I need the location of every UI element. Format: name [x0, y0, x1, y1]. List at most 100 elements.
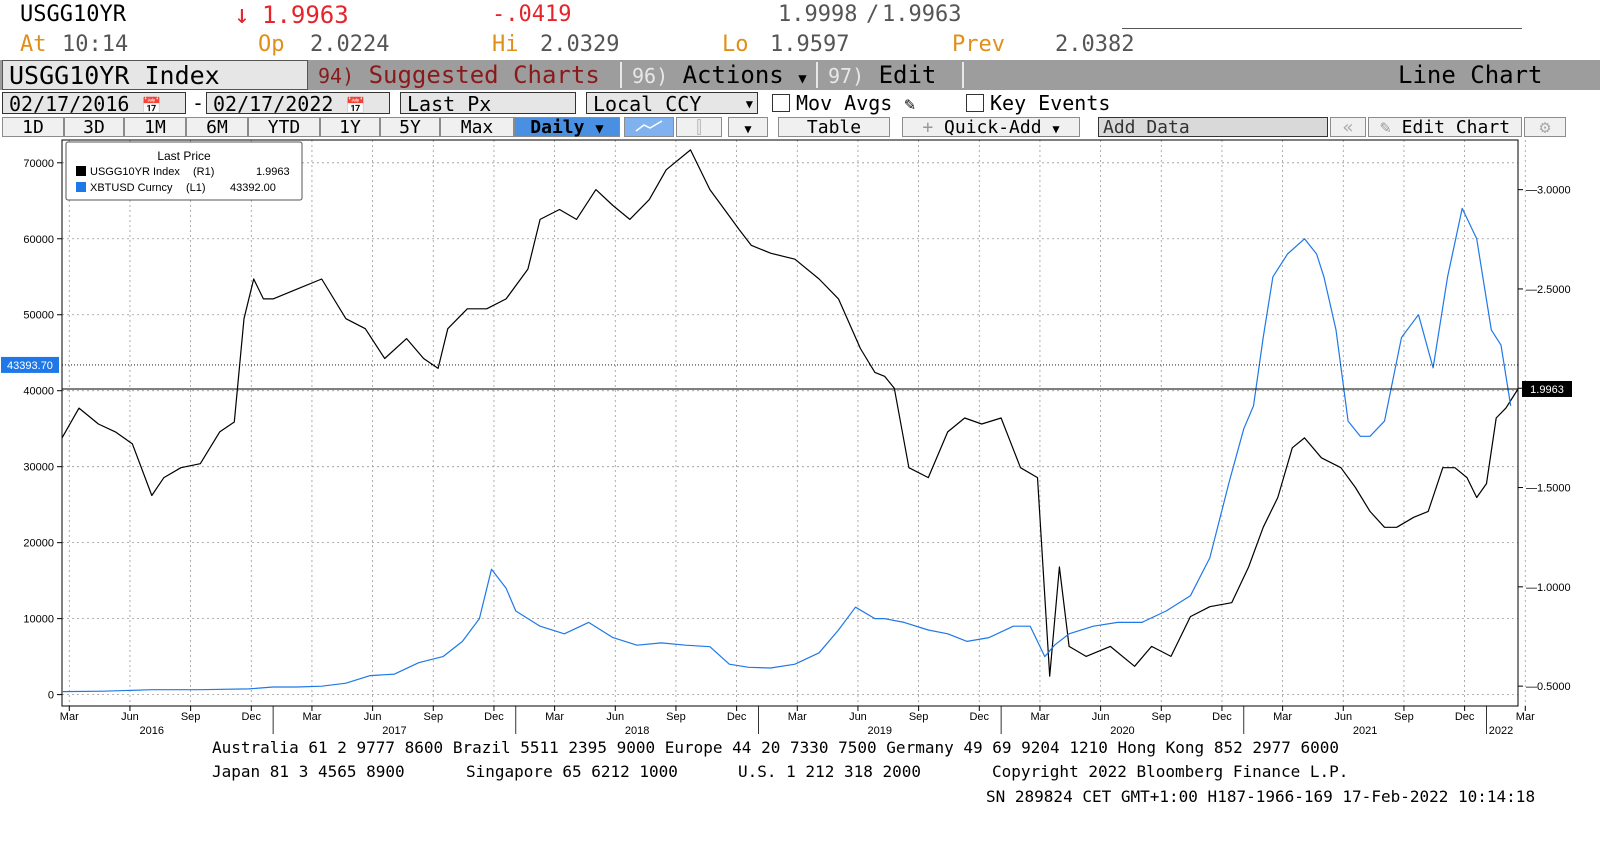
- legend-axis-xbtusd: (L1): [186, 182, 206, 194]
- toolbar-separator: [816, 62, 818, 88]
- x-axis-tick-label: Dec: [484, 711, 504, 723]
- frequency-dropdown-icon: ▼: [595, 121, 604, 137]
- end-date-field[interactable]: 02/17/2022 📅: [206, 92, 390, 116]
- suggested-charts-label: Suggested Charts: [368, 61, 600, 89]
- calendar-icon[interactable]: 📅: [345, 96, 366, 115]
- price-chart[interactable]: 0 10000 20000 30000 40000 50000 60000 70000 —0.…: [0, 138, 1600, 738]
- quick-add-label: Quick-Add: [944, 117, 1042, 138]
- left-axis-tick-label: 50000: [23, 310, 54, 322]
- security-field[interactable]: USGG10YR Index: [2, 60, 308, 90]
- settings-gear-icon[interactable]: ⚙: [1524, 117, 1566, 138]
- calendar-icon[interactable]: 📅: [141, 96, 162, 115]
- x-axis: Mar Jun Sep Dec Mar Jun Sep Dec Mar Jun Sep Dec Mar J…: [60, 706, 1535, 737]
- field-selector[interactable]: Last Px: [400, 92, 576, 115]
- key-events-checkbox[interactable]: [966, 94, 984, 112]
- edit-menu[interactable]: 97) Edit ▼: [828, 60, 958, 118]
- toolbar-separator: [962, 62, 964, 88]
- left-axis-tick-label: 40000: [23, 386, 54, 398]
- left-axis: 0 10000 20000 30000 40000 50000 60000 70000: [23, 158, 62, 702]
- legend-value-xbtusd: 43392.00: [230, 182, 276, 194]
- left-axis-tick-label: 30000: [23, 462, 54, 474]
- open-value: 2.0224: [310, 32, 390, 57]
- x-axis-tick-label: Sep: [423, 711, 443, 723]
- legend[interactable]: Last Price USGG10YR Index (R1) 1.9963 XB…: [65, 141, 303, 201]
- line-chart-icon[interactable]: [624, 117, 674, 137]
- start-date-field[interactable]: 02/17/2016 📅: [2, 92, 186, 115]
- down-arrow-icon: ↓: [234, 0, 250, 30]
- prev-label: Prev: [952, 32, 1005, 57]
- x-axis-tick-label: Jun: [121, 711, 139, 723]
- footer-japan: Japan 81 3 4565 8900: [212, 762, 405, 781]
- plot-area-border: [61, 139, 1519, 707]
- period-max-button[interactable]: Max: [440, 117, 514, 138]
- right-marker-box: [1522, 380, 1572, 397]
- ticker-label: USGG10YR: [20, 2, 126, 27]
- chart-grid: [62, 140, 1526, 706]
- x-axis-tick-label: Mar: [1516, 711, 1535, 723]
- right-axis-tick-label: —0.5000: [1526, 681, 1571, 693]
- period-1m-button[interactable]: 1M: [124, 117, 186, 138]
- mov-avgs-label: Mov Avgs: [796, 91, 893, 115]
- period-1d-button[interactable]: 1D: [2, 117, 64, 138]
- suggested-charts-menu[interactable]: 94) Suggested Charts: [318, 60, 618, 90]
- legend-label-xbtusd: XBTUSD Curncy: [90, 182, 173, 194]
- x-axis-tick-label: Jun: [1092, 711, 1110, 723]
- bar-chart-icon[interactable]: ⫿: [676, 117, 722, 138]
- legend-swatch-usgg10yr: [76, 166, 86, 176]
- right-axis-tick-label: —2.5000: [1526, 284, 1571, 296]
- add-data-input[interactable]: Add Data: [1098, 117, 1328, 138]
- left-axis-tick-label: 60000: [23, 234, 54, 246]
- currency-value: Local CCY: [593, 92, 702, 116]
- x-axis-tick-label: Jun: [1334, 711, 1352, 723]
- left-marker-box: [1, 356, 59, 373]
- period-toolbar: 1D 3D 1M 6M YTD 1Y 5Y Max Daily ▼ ⫿ ▼ Ta…: [0, 116, 1600, 138]
- plus-icon: +: [922, 117, 934, 138]
- end-date-value: 02/17/2022: [213, 92, 334, 116]
- chart-type-label[interactable]: Line Chart: [1398, 61, 1543, 89]
- x-axis-year-label: 2018: [625, 725, 649, 737]
- x-axis-tick-label: Dec: [1455, 711, 1475, 723]
- currency-selector[interactable]: Local CCY ▼: [586, 92, 758, 116]
- left-marker-label: 43393.70: [7, 360, 53, 372]
- footer-us: U.S. 1 212 318 2000: [738, 762, 922, 781]
- x-axis-tick-label: Mar: [545, 711, 564, 723]
- quote-time: 10:14: [62, 32, 129, 57]
- actions-menu[interactable]: 96) Actions ▼: [632, 60, 812, 90]
- x-axis-year-label: 2021: [1353, 725, 1377, 737]
- series-line-xbtusd: [61, 207, 1512, 693]
- pencil-icon[interactable]: ✎: [904, 94, 916, 115]
- time-label: At: [20, 32, 47, 57]
- x-axis-tick-label: Dec: [727, 711, 747, 723]
- period-3d-button[interactable]: 3D: [64, 117, 124, 138]
- mov-avgs-toggle[interactable]: Mov Avgs ✎: [772, 92, 915, 116]
- quick-add-menu[interactable]: + Quick-Add ▼: [902, 117, 1080, 138]
- collapse-left-icon[interactable]: «: [1330, 117, 1366, 138]
- chart-style-dropdown-icon[interactable]: ▼: [728, 117, 768, 137]
- key-events-toggle[interactable]: Key Events: [966, 92, 1110, 114]
- open-label: Op: [258, 32, 285, 57]
- edit-chart-button[interactable]: ✎ Edit Chart: [1368, 117, 1522, 138]
- x-axis-tick-label: Dec: [1212, 711, 1232, 723]
- legend-axis-usgg10yr: (R1): [193, 166, 214, 178]
- x-axis-tick-label: Sep: [181, 711, 201, 723]
- table-button[interactable]: Table: [778, 117, 890, 138]
- x-axis-tick-label: Dec: [969, 711, 989, 723]
- prev-value: 2.0382: [1055, 32, 1135, 57]
- actions-dropdown-icon: ▼: [798, 71, 807, 87]
- currency-dropdown-icon: ▼: [745, 97, 753, 111]
- low-value: 1.9597: [770, 32, 850, 57]
- period-1y-button[interactable]: 1Y: [320, 117, 380, 138]
- line-chart-glyph-icon: [635, 120, 663, 132]
- period-5y-button[interactable]: 5Y: [380, 117, 440, 138]
- x-axis-tick-label: Jun: [849, 711, 867, 723]
- left-axis-tick-label: 70000: [23, 158, 54, 170]
- left-axis-tick-label: 20000: [23, 538, 54, 550]
- right-axis: —0.5000—1.0000—1.5000—2.0000—2.5000—3.00…: [1518, 185, 1571, 693]
- frequency-dropdown[interactable]: Daily ▼: [514, 117, 620, 138]
- right-marker-label: 1.9963: [1530, 384, 1564, 396]
- mov-avgs-checkbox[interactable]: [772, 94, 790, 112]
- period-ytd-button[interactable]: YTD: [248, 117, 320, 138]
- x-axis-year-label: 2020: [1110, 725, 1134, 737]
- edit-pencil-icon: ✎: [1379, 117, 1391, 138]
- period-6m-button[interactable]: 6M: [186, 117, 248, 138]
